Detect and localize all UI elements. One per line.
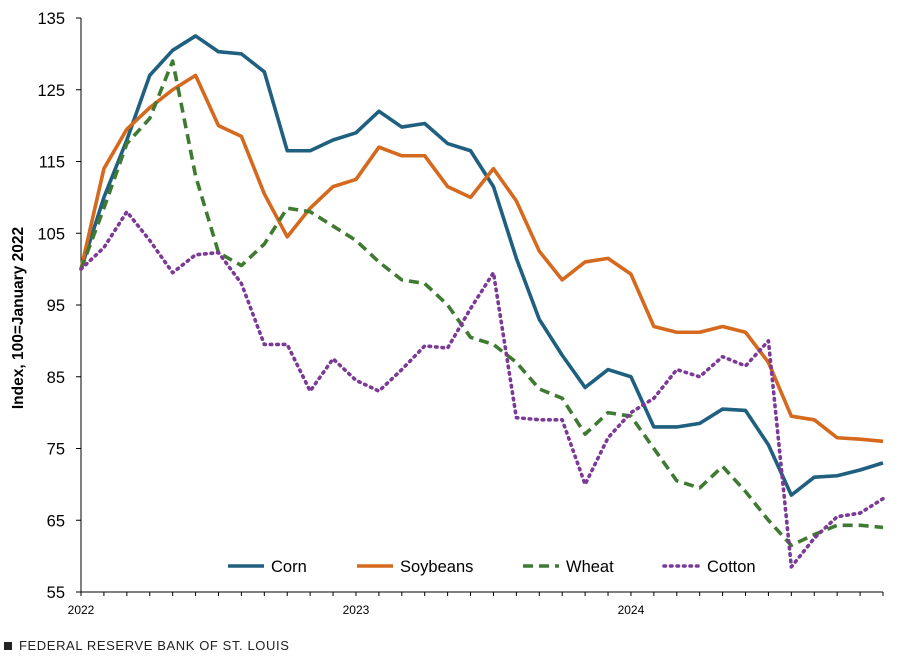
legend: Corn Soybeans Wheat Cotton <box>228 558 756 576</box>
y-tick-label: 85 <box>47 369 65 387</box>
legend-label-corn: Corn <box>271 558 307 576</box>
y-tick-label: 55 <box>47 584 65 602</box>
series-line-wheat <box>79 59 884 548</box>
y-tick-label: 125 <box>37 82 65 100</box>
footer-text: FEDERAL RESERVE BANK OF ST. LOUIS <box>19 638 290 653</box>
y-tick-label: 95 <box>47 297 65 315</box>
legend-label-soybeans: Soybeans <box>400 558 473 576</box>
y-tick-label: 75 <box>47 441 65 459</box>
plot-area <box>79 34 885 569</box>
footer: FEDERAL RESERVE BANK OF ST. LOUIS <box>4 638 289 653</box>
y-tick-label: 115 <box>39 154 65 172</box>
y-tick-label: 65 <box>47 512 65 530</box>
x-tick-label: 2024 <box>618 603 645 617</box>
series-line-cotton <box>79 209 885 569</box>
y-axis-label: Index, 100=January 2022 <box>10 227 27 409</box>
footer-square-icon <box>4 641 12 650</box>
x-tick-label: 2023 <box>343 603 370 617</box>
y-tick-label: 105 <box>37 225 65 243</box>
series-line-soybeans <box>79 73 884 444</box>
legend-label-wheat: Wheat <box>566 558 614 576</box>
y-tick-label: 135 <box>37 10 65 28</box>
x-tick-label: 2022 <box>68 603 95 617</box>
legend-label-cotton: Cotton <box>707 558 756 576</box>
x-axis: 2022 2023 2024 <box>68 591 884 617</box>
series-line-corn <box>79 34 884 497</box>
y-axis: 55 65 75 85 95 105 115 125 135 <box>37 10 82 602</box>
